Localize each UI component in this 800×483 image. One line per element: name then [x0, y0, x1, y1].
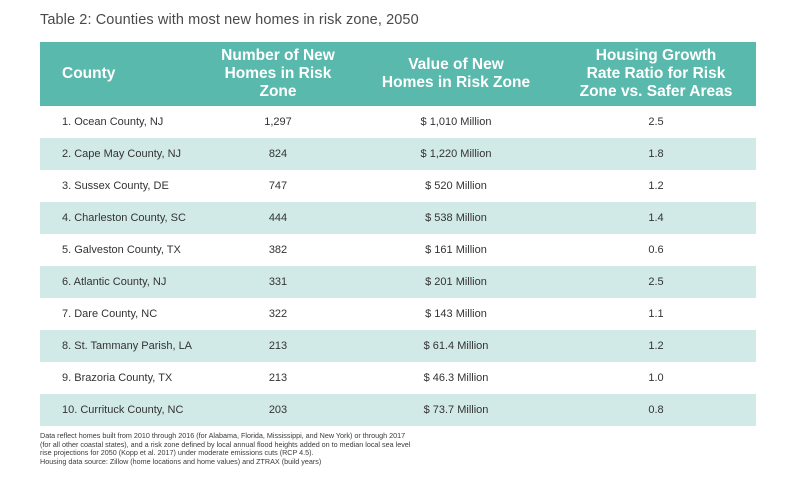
header-growth-ratio: Housing Growth Rate Ratio for Risk Zone vs…	[556, 42, 756, 106]
table-header: County Number of New Homes in Risk Zone Val…	[40, 42, 756, 106]
county-cell: 7. Dare County, NC	[62, 308, 158, 320]
growth-ratio-cell: 1.4	[648, 212, 664, 224]
growth-ratio-cell: 2.5	[648, 116, 664, 128]
growth-ratio-cell: 1.0	[648, 372, 664, 384]
header-line: Homes in Risk Zone	[224, 65, 332, 100]
new-homes-count-cell: 213	[268, 340, 288, 352]
growth-ratio-cell: 1.1	[648, 308, 664, 320]
header-line: Housing Growth	[595, 47, 717, 64]
county-cell: 8. St. Tammany Parish, LA	[62, 340, 193, 352]
new-homes-count-cell: 331	[268, 276, 288, 288]
new-homes-value-cell: $ 538 Million	[425, 212, 487, 224]
header-row: County Number of New Homes in Risk Zone Val…	[40, 42, 756, 106]
new-homes-value-cell: $ 1,010 Million	[420, 116, 492, 128]
header-line: Number of New	[221, 47, 335, 64]
table-row: 6. Atlantic County, NJ 331 $ 201 Million 2.…	[40, 266, 756, 298]
header-line: Zone vs. Safer Areas	[579, 83, 733, 100]
table-container: County Number of New Homes in Risk Zone Val…	[40, 42, 756, 426]
growth-ratio-cell: 2.5	[648, 276, 664, 288]
new-homes-count-cell: 444	[268, 212, 288, 224]
footnote-line: rise projections for 2050 (Kopp et al. 2…	[40, 448, 314, 458]
growth-ratio-cell: 1.2	[648, 180, 664, 192]
growth-ratio-cell: 0.6	[648, 244, 664, 256]
footnote: Data reflect homes built from 2010 throu…	[40, 431, 480, 466]
county-cell: 10. Currituck County, NC	[62, 404, 184, 416]
counties-table: County Number of New Homes in Risk Zone Val…	[40, 42, 756, 426]
new-homes-value-cell: $ 201 Million	[425, 276, 487, 288]
table-row: 5. Galveston County, TX 382 $ 161 Million 0…	[40, 234, 756, 266]
new-homes-value-cell: $ 520 Million	[425, 180, 487, 192]
header-line: Homes in Risk Zone	[381, 74, 531, 91]
table-row: 7. Dare County, NC 322 $ 143 Million 1.1	[40, 298, 756, 330]
footnote-line: Housing data source: Zillow (home locati…	[40, 456, 322, 466]
county-cell: 4. Charleston County, SC	[62, 212, 186, 224]
new-homes-count-cell: 1,297	[264, 116, 292, 128]
footnote-line: (for all other coastal states), and a ri…	[40, 439, 411, 449]
header-line: County	[62, 65, 116, 82]
footnote-line: Data reflect homes built from 2010 throu…	[40, 431, 406, 440]
growth-ratio-cell: 0.8	[648, 404, 664, 416]
growth-ratio-cell: 1.2	[648, 340, 664, 352]
new-homes-count-cell: 322	[268, 308, 288, 320]
new-homes-value-cell: $ 61.4 Million	[423, 340, 489, 352]
table-row: 9. Brazoria County, TX 213 $ 46.3 Million 1…	[40, 362, 756, 394]
table-row: 3. Sussex County, DE 747 $ 520 Million 1.2	[40, 170, 756, 202]
county-cell: 1. Ocean County, NJ	[62, 116, 164, 128]
growth-ratio-cell: 1.8	[648, 148, 664, 160]
county-cell: 9. Brazoria County, TX	[62, 372, 173, 384]
new-homes-value-cell: $ 73.7 Million	[423, 404, 489, 416]
new-homes-value-cell: $ 143 Million	[425, 308, 487, 320]
table-row: 10. Currituck County, NC 203 $ 73.7 Millio…	[40, 394, 756, 426]
page-title: Table 2: Counties with most new homes in…	[40, 12, 419, 28]
new-homes-value-cell: $ 1,220 Million	[420, 148, 492, 160]
county-cell: 3. Sussex County, DE	[62, 180, 169, 192]
new-homes-count-cell: 382	[268, 244, 288, 256]
table-row: 4. Charleston County, SC 444 $ 538 Million…	[40, 202, 756, 234]
county-cell: 6. Atlantic County, NJ	[62, 276, 167, 288]
new-homes-count-cell: 203	[268, 404, 288, 416]
header-new-homes-value: Value of New Homes in Risk Zone	[356, 42, 556, 106]
table-row: 2. Cape May County, NJ 824 $ 1,220 Million…	[40, 138, 756, 170]
new-homes-value-cell: $ 46.3 Million	[423, 372, 489, 384]
table-row: 8. St. Tammany Parish, LA 213 $ 61.4 Milli…	[40, 330, 756, 362]
county-cell: 2. Cape May County, NJ	[62, 148, 182, 160]
header-county: County	[40, 42, 200, 106]
header-new-homes-count: Number of New Homes in Risk Zone	[200, 42, 356, 106]
new-homes-count-cell: 824	[268, 148, 288, 160]
header-line: Value of New	[408, 56, 504, 73]
new-homes-count-cell: 213	[268, 372, 288, 384]
header-line: Rate Ratio for Risk	[586, 65, 726, 82]
table-row: 1. Ocean County, NJ 1,297 $ 1,010 Million 2…	[40, 106, 756, 138]
county-cell: 5. Galveston County, TX	[62, 244, 181, 256]
new-homes-count-cell: 747	[268, 180, 288, 192]
new-homes-value-cell: $ 161 Million	[425, 244, 487, 256]
table-body: 1. Ocean County, NJ 1,297 $ 1,010 Million 2…	[40, 106, 756, 426]
